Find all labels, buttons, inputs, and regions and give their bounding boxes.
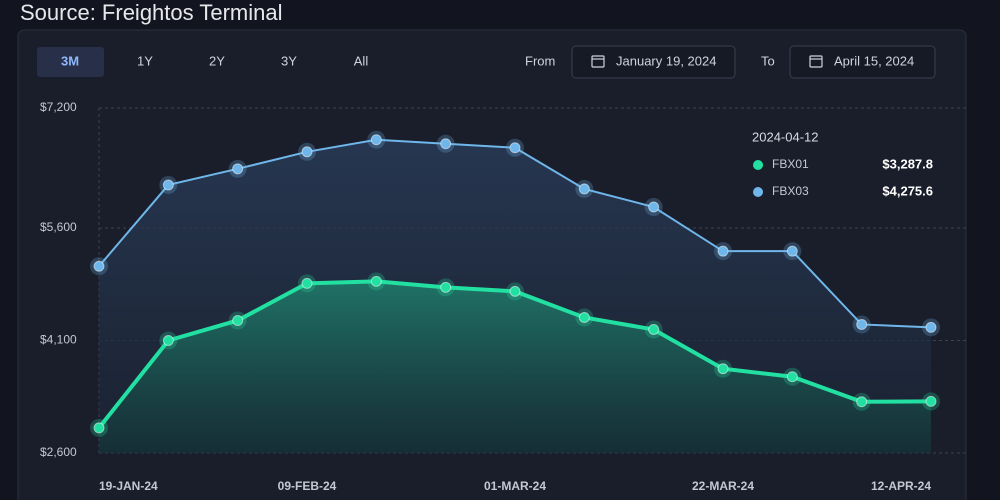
controls: From January 19, 2024 To April 15, 2024 … [37,45,936,79]
y-tick-label: $4,100 [40,333,77,347]
point [93,422,105,434]
range-button[interactable]: 2Y [209,53,225,68]
point [509,142,521,154]
tooltip-value: $3,287.8 [882,156,933,171]
y-tick-label: $7,200 [40,100,77,114]
point [440,138,452,150]
tooltip-title: 2024-04-12 [752,129,819,144]
from-label: From [525,53,555,68]
point [162,179,174,191]
point [232,314,244,326]
range-button[interactable]: 3M [61,53,79,68]
point [370,134,382,146]
legend-name: FBX03 [772,184,809,198]
y-tick-label: $5,600 [40,220,77,234]
point [301,277,313,289]
x-tick-label: 22-MAR-24 [692,479,754,493]
legend-dot [753,160,763,170]
range-active[interactable] [37,47,104,77]
point [717,363,729,375]
point [786,371,798,383]
point [93,260,105,272]
to-input[interactable] [789,45,936,79]
legend-name: FBX01 [772,157,809,171]
point [578,183,590,195]
point [370,275,382,287]
point [786,245,798,257]
point [440,281,452,293]
x-tick-label: 12-APR-24 [871,479,931,493]
calendar-icons [591,55,823,68]
point [162,335,174,346]
range-button[interactable]: 1Y [137,53,153,68]
range-button[interactable]: 3Y [281,53,297,68]
point [925,395,937,407]
point [856,396,868,408]
point [578,311,590,323]
source: Source: Freightos Terminal [20,0,283,25]
to-label: To [761,53,775,68]
area [99,281,931,453]
x-tick-label: 09-FEB-24 [278,479,337,493]
tooltip-value: $4,275.6 [882,183,933,198]
point [509,285,521,297]
to-date: April 15, 2024 [834,53,914,68]
point [717,245,729,257]
x-tick-label: 19-JAN-24 [99,479,158,493]
point [301,146,313,158]
from-date: January 19, 2024 [616,53,716,68]
y-tick-label: $2,600 [40,445,77,459]
point [856,318,868,330]
legend-dot [753,187,763,197]
point [925,321,937,333]
point [232,163,244,175]
range-button[interactable]: All [354,53,369,68]
x-tick-label: 01-MAR-24 [484,479,546,493]
point [648,323,660,335]
point [648,201,660,213]
from-input[interactable] [571,45,736,79]
